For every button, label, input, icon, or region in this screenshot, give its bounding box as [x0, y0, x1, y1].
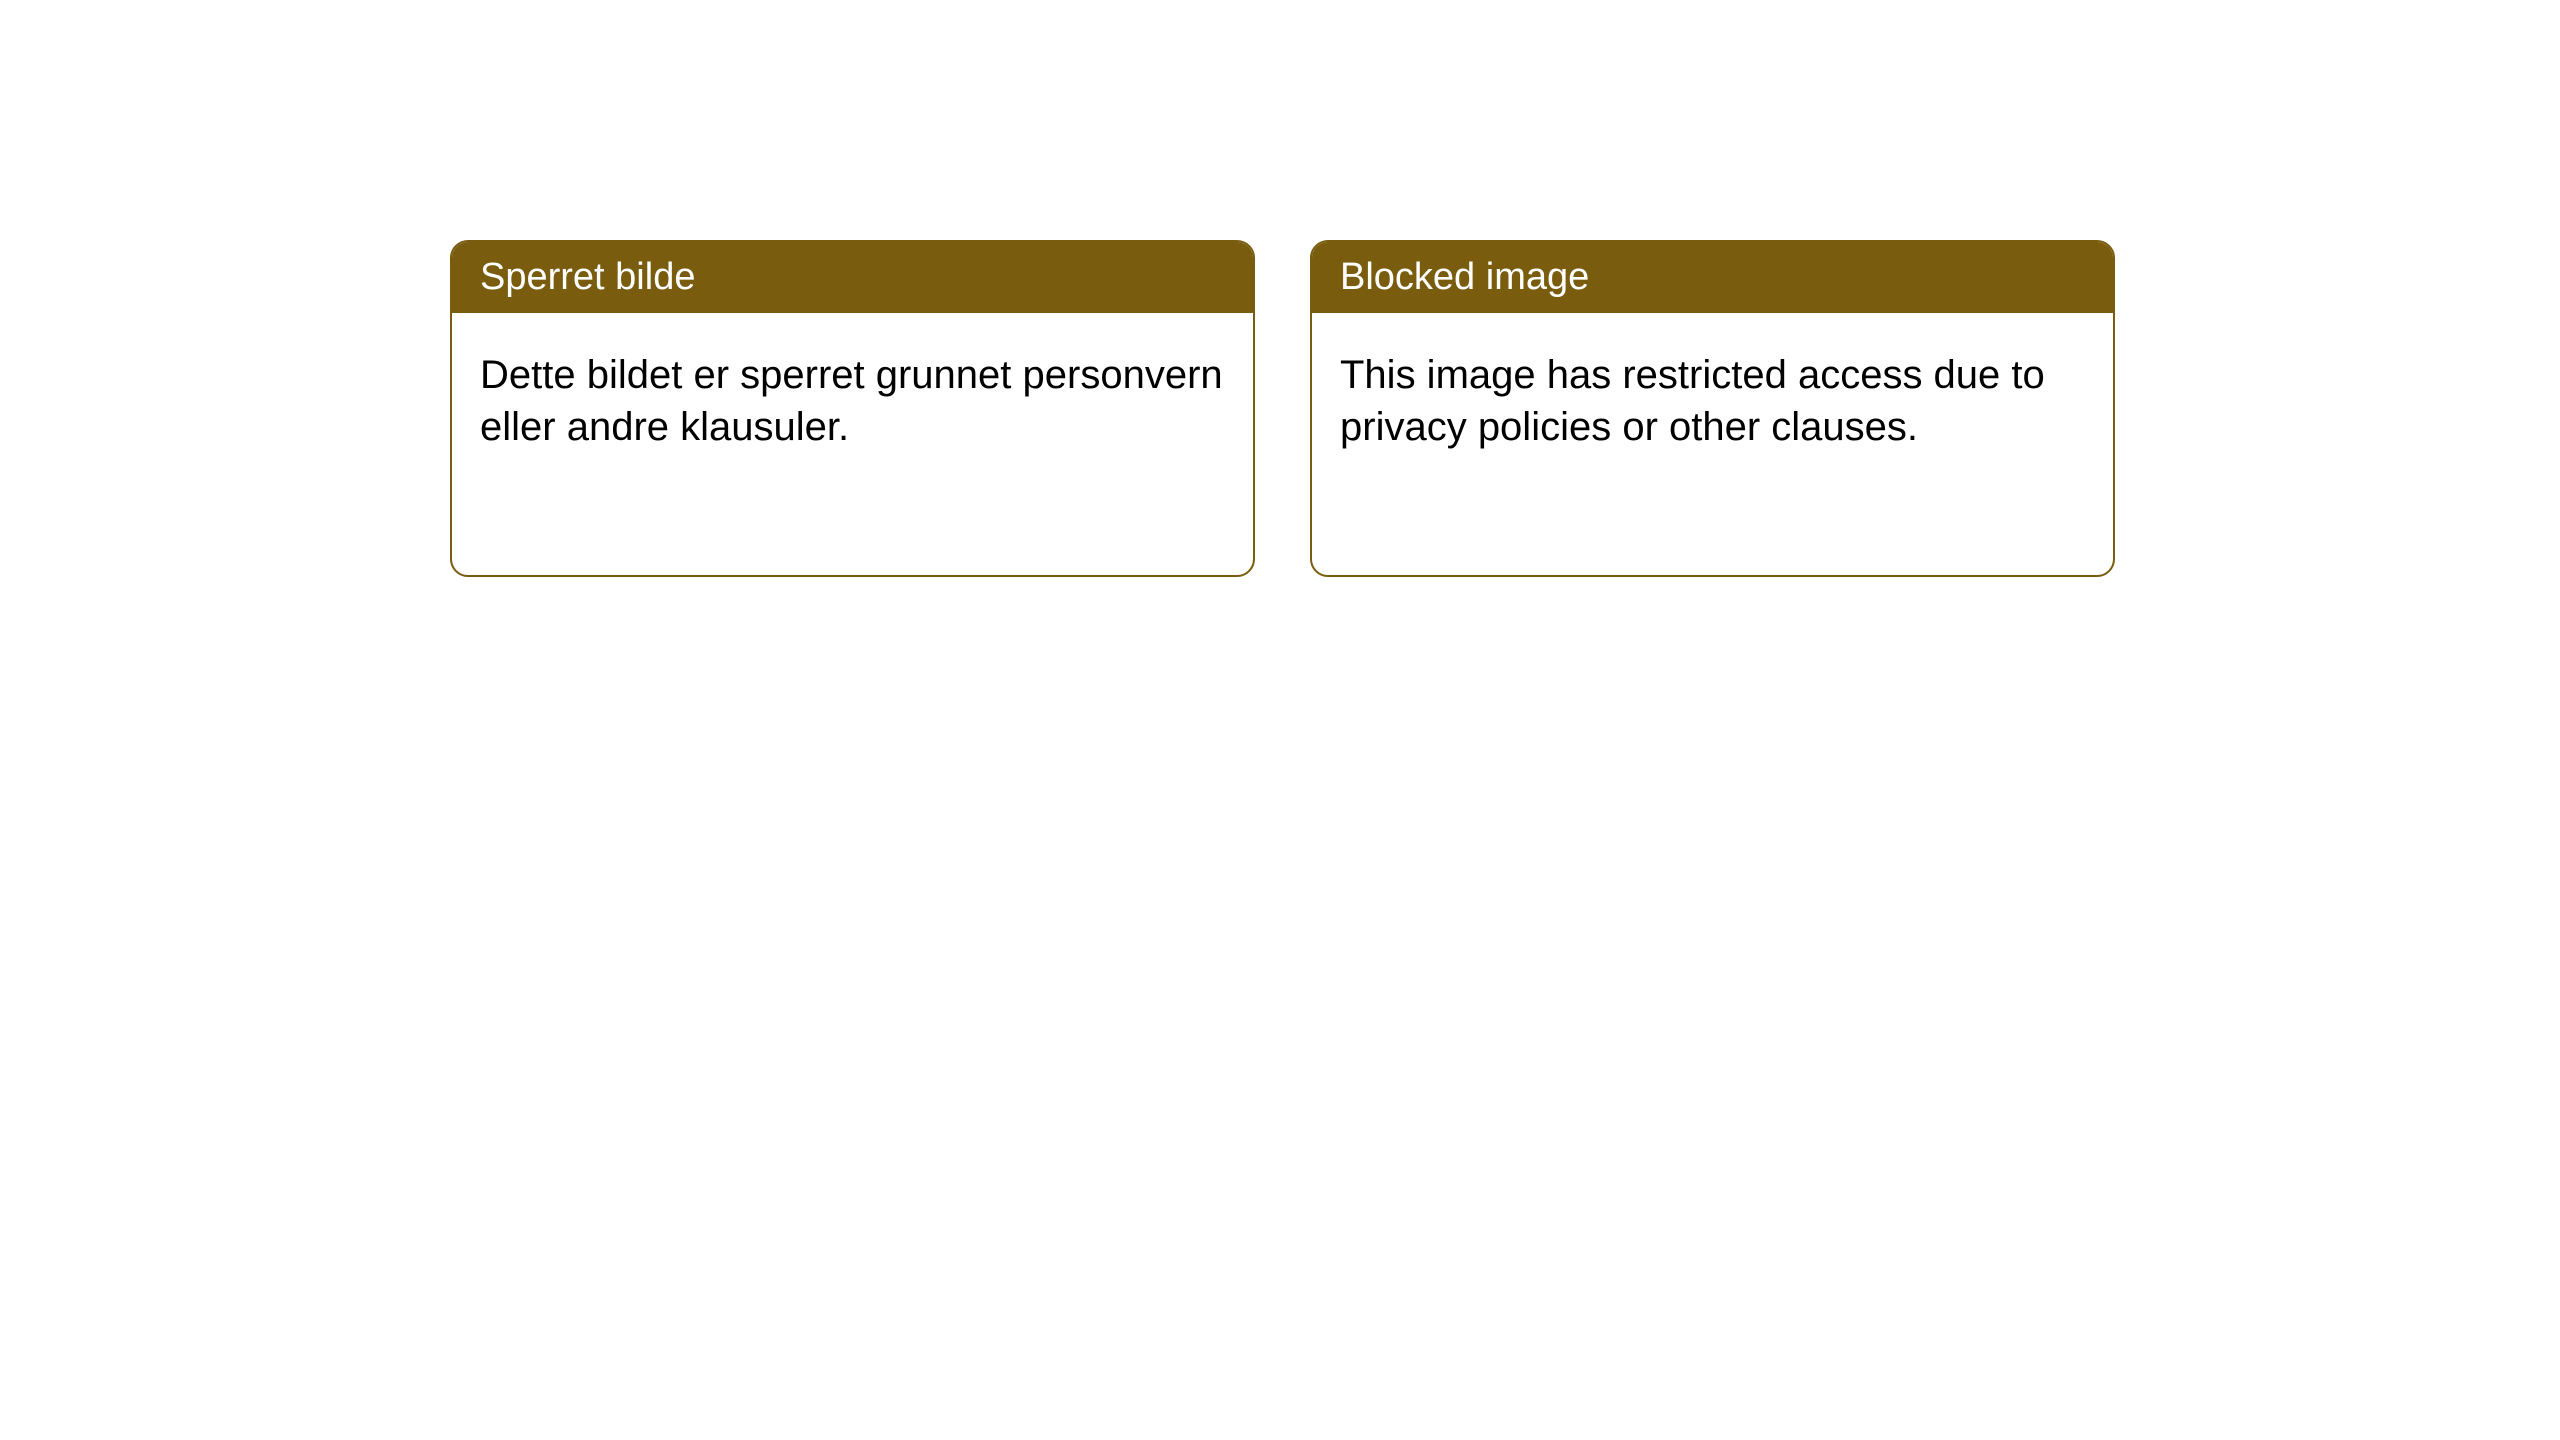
card-body: Dette bildet er sperret grunnet personve… [452, 313, 1253, 489]
notice-card-english: Blocked image This image has restricted … [1310, 240, 2115, 577]
card-body: This image has restricted access due to … [1312, 313, 2113, 489]
notice-card-norwegian: Sperret bilde Dette bildet er sperret gr… [450, 240, 1255, 577]
card-header: Sperret bilde [452, 242, 1253, 313]
notice-cards-container: Sperret bilde Dette bildet er sperret gr… [450, 240, 2115, 577]
card-header: Blocked image [1312, 242, 2113, 313]
